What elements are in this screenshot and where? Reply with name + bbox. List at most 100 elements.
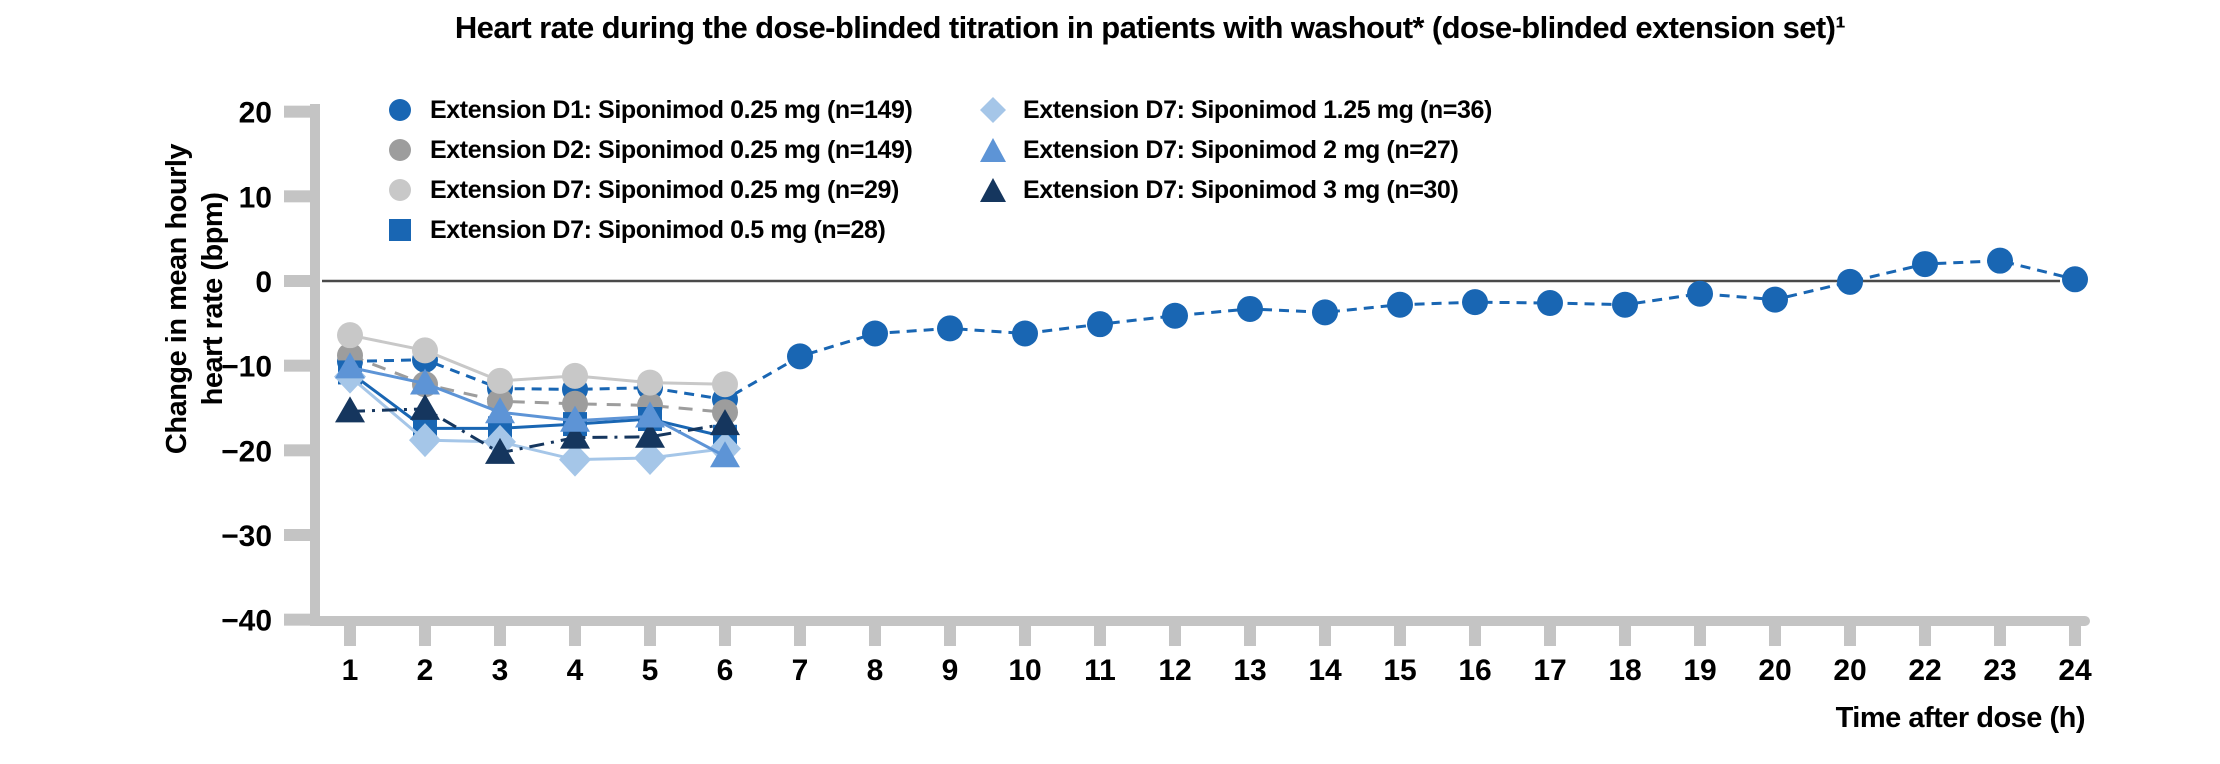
series-2 (337, 322, 738, 398)
circle-marker (1912, 251, 1938, 278)
x-tick-label: 7 (792, 654, 809, 687)
legend-item: Extension D7: Siponimod 3 mg (n=30) (978, 170, 1492, 210)
diamond-legend-icon (980, 97, 1006, 123)
x-tick (1544, 626, 1556, 646)
y-tick-label: 20 (239, 97, 272, 130)
y-axis-spine (310, 104, 320, 626)
x-tick (1919, 626, 1931, 646)
circle-marker (487, 367, 513, 394)
y-tick (284, 105, 310, 118)
x-tick-label: 14 (1308, 654, 1342, 687)
x-tick (1619, 626, 1631, 646)
y-tick-label: −20 (221, 435, 272, 468)
chart-title: Heart rate during the dose-blinded titra… (454, 10, 1846, 45)
circle-marker (2062, 266, 2088, 293)
series-line (349, 365, 726, 458)
x-tick (719, 626, 731, 646)
x-tick-label: 3 (492, 654, 509, 687)
x-tick (869, 626, 881, 646)
triangle-marker (335, 396, 365, 423)
circle-marker (1312, 299, 1338, 326)
x-axis-baseline (310, 616, 2090, 626)
circle-marker (1537, 290, 1563, 317)
x-tick (644, 626, 656, 646)
series-6 (335, 393, 740, 464)
x-tick (344, 626, 356, 646)
triangle-marker (410, 368, 440, 395)
x-tick-label: 19 (1683, 654, 1716, 687)
x-tick (1094, 626, 1106, 646)
circle-marker (1162, 302, 1188, 329)
legend-item: Extension D7: Siponimod 1.25 mg (n=36) (978, 90, 1492, 130)
x-tick-label: 4 (567, 654, 584, 687)
x-tick (1169, 626, 1181, 646)
x-tick-label: 5 (642, 654, 659, 687)
series-0 (337, 247, 2088, 413)
legend-item-label: Extension D1: Siponimod 0.25 mg (n=149) (430, 95, 913, 124)
circle-marker (562, 362, 588, 389)
y-tick (284, 613, 310, 626)
y-tick (284, 275, 310, 287)
circle-marker (1762, 286, 1788, 313)
circle-marker (1237, 295, 1263, 322)
circle-marker (1687, 280, 1713, 307)
x-tick (569, 626, 581, 646)
x-tick-label: 1 (342, 654, 359, 687)
x-tick-label: 18 (1608, 654, 1641, 687)
x-tick (419, 626, 431, 646)
x-tick-label: 12 (1158, 654, 1191, 687)
y-tick (284, 359, 310, 372)
circle-legend-icon (389, 139, 411, 161)
circle-marker (412, 337, 438, 364)
triangle-marker (485, 437, 515, 464)
x-tick-label: 8 (867, 654, 884, 687)
circle-marker (862, 320, 888, 347)
circle-marker (1612, 291, 1638, 318)
circle-marker (1087, 311, 1113, 338)
legend-item-label: Extension D7: Siponimod 0.5 mg (n=28) (430, 215, 886, 244)
x-tick-label: 6 (717, 654, 734, 687)
circle-marker (1012, 320, 1038, 347)
legend-item: Extension D7: Siponimod 2 mg (n=27) (978, 130, 1492, 170)
y-tick (284, 444, 310, 457)
x-tick-label: 20 (1758, 654, 1791, 687)
triangle-marker (635, 401, 665, 428)
circle-legend-icon (389, 99, 411, 121)
x-tick (494, 626, 506, 646)
legend-item-label: Extension D7: Siponimod 0.25 mg (n=29) (430, 175, 899, 204)
x-tick-label: 15 (1383, 654, 1416, 687)
circle-marker (1387, 291, 1413, 318)
legend-item: Extension D1: Siponimod 0.25 mg (n=149) (385, 90, 978, 130)
y-tick-label: −30 (221, 520, 272, 553)
x-tick-label: 9 (942, 654, 959, 687)
x-tick-label: 10 (1008, 654, 1041, 687)
triangle-marker (410, 393, 440, 420)
triangle-legend-icon (980, 138, 1006, 162)
diamond-marker (409, 423, 441, 458)
circle-marker (562, 390, 588, 417)
x-tick (1844, 626, 1856, 646)
legend-column-2: Extension D7: Siponimod 1.25 mg (n=36) Ex… (978, 90, 1492, 250)
x-tick (1394, 626, 1406, 646)
circle-legend-icon (389, 179, 411, 201)
circle-marker (1462, 289, 1488, 316)
legend-item: Extension D7: Siponimod 0.25 mg (n=29) (385, 170, 978, 210)
diamond-marker (559, 442, 591, 477)
triangle-marker (335, 352, 365, 379)
x-tick (1319, 626, 1331, 646)
circle-marker (1837, 268, 1863, 295)
circle-marker (787, 343, 813, 370)
legend-item-label: Extension D2: Siponimod 0.25 mg (n=149) (430, 135, 913, 164)
x-tick (1769, 626, 1781, 646)
x-tick-label: 17 (1533, 654, 1566, 687)
x-tick-label: 11 (1084, 654, 1116, 687)
triangle-marker (710, 441, 740, 468)
y-tick (284, 190, 310, 203)
legend-item-label: Extension D7: Siponimod 2 mg (n=27) (1023, 135, 1459, 164)
x-tick (1244, 626, 1256, 646)
x-tick (1019, 626, 1031, 646)
x-tick (944, 626, 956, 646)
x-tick (794, 626, 806, 646)
x-tick-label: 23 (1983, 654, 2016, 687)
